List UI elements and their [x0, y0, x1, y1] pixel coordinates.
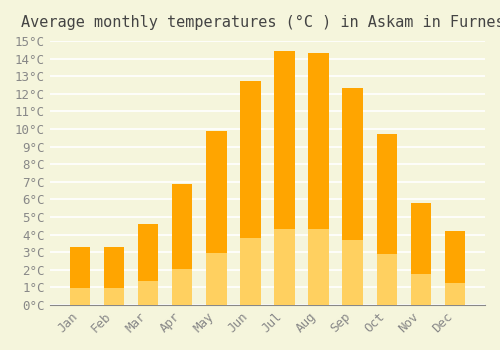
Bar — [206, 253, 227, 305]
Bar — [70, 288, 90, 305]
Bar — [376, 254, 397, 305]
Bar — [138, 281, 158, 305]
Bar — [240, 238, 260, 305]
Bar — [274, 51, 294, 305]
Bar — [410, 274, 431, 305]
Bar — [138, 224, 158, 305]
Bar — [342, 240, 363, 305]
Bar — [274, 229, 294, 305]
Bar — [308, 53, 329, 305]
Bar — [104, 247, 124, 305]
Bar — [104, 288, 124, 305]
Bar — [410, 203, 431, 305]
Bar — [376, 134, 397, 305]
Bar — [308, 230, 329, 305]
Bar — [172, 183, 193, 305]
Bar — [342, 89, 363, 305]
Bar — [70, 247, 90, 305]
Bar — [240, 82, 260, 305]
Bar — [445, 283, 465, 305]
Bar — [445, 231, 465, 305]
Title: Average monthly temperatures (°C ) in Askam in Furness: Average monthly temperatures (°C ) in As… — [21, 15, 500, 30]
Bar — [172, 268, 193, 305]
Bar — [206, 131, 227, 305]
